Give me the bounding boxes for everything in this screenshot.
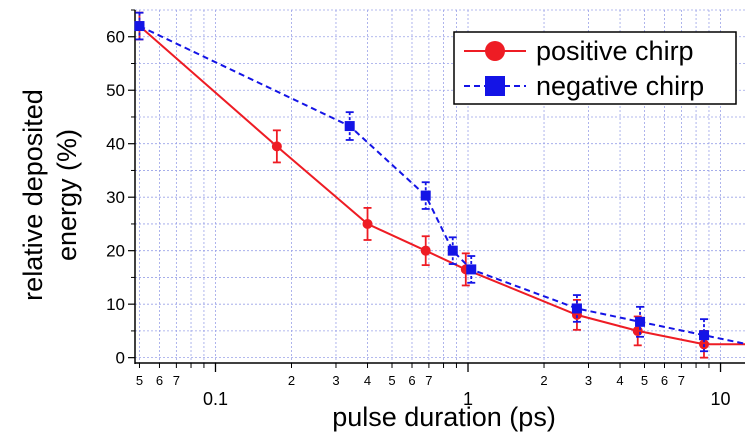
x-major-tick-label: 1	[463, 389, 473, 409]
data-point	[420, 190, 431, 201]
x-minor-tick-label: 6	[408, 373, 415, 388]
legend-marker	[485, 76, 505, 96]
data-point	[635, 316, 646, 327]
x-axis-label: pulse duration (ps)	[332, 402, 556, 432]
y-tick-label: 0	[116, 349, 125, 368]
data-point	[420, 245, 431, 256]
x-minor-tick-label: 6	[661, 373, 668, 388]
data-point	[698, 330, 709, 341]
x-major-tick-label: 0.1	[203, 389, 228, 409]
x-minor-tick-label: 2	[540, 373, 547, 388]
x-minor-tick-label: 7	[425, 373, 432, 388]
y-tick-label: 20	[106, 242, 125, 261]
x-minor-tick-label: 3	[332, 373, 339, 388]
x-minor-tick-label: 5	[136, 373, 143, 388]
x-minor-tick-label: 6	[156, 373, 163, 388]
x-minor-tick-label: 7	[678, 373, 685, 388]
data-point	[466, 264, 477, 275]
y-axis-label-line2: energy (%)	[52, 129, 82, 261]
data-point	[632, 325, 643, 336]
data-point	[134, 21, 145, 32]
y-axis-label-line1: relative deposited	[18, 89, 48, 301]
y-tick-label: 10	[106, 295, 125, 314]
data-point	[344, 121, 355, 132]
x-minor-tick-label: 2	[288, 373, 295, 388]
x-minor-tick-label: 5	[641, 373, 648, 388]
x-minor-tick-label: 5	[388, 373, 395, 388]
x-minor-tick-label: 7	[173, 373, 180, 388]
data-point	[571, 303, 582, 314]
y-tick-label: 50	[106, 81, 125, 100]
legend-label: positive chirp	[536, 36, 694, 66]
y-tick-label: 60	[106, 28, 125, 47]
x-minor-tick-label: 4	[616, 373, 623, 388]
x-minor-tick-label: 3	[585, 373, 592, 388]
data-point	[271, 141, 282, 152]
data-point	[447, 245, 458, 256]
x-minor-tick-label: 4	[364, 373, 371, 388]
legend: positive chirp negative chirp	[453, 31, 737, 105]
grid-lines	[135, 9, 745, 363]
series-layer	[134, 11, 745, 359]
series-negative-chirp	[134, 11, 745, 353]
legend-marker	[485, 41, 505, 61]
legend-label: negative chirp	[536, 71, 704, 101]
y-tick-label: 40	[106, 135, 125, 154]
x-major-tick-label: 10	[711, 389, 731, 409]
data-point	[362, 218, 373, 229]
y-tick-label: 30	[106, 188, 125, 207]
